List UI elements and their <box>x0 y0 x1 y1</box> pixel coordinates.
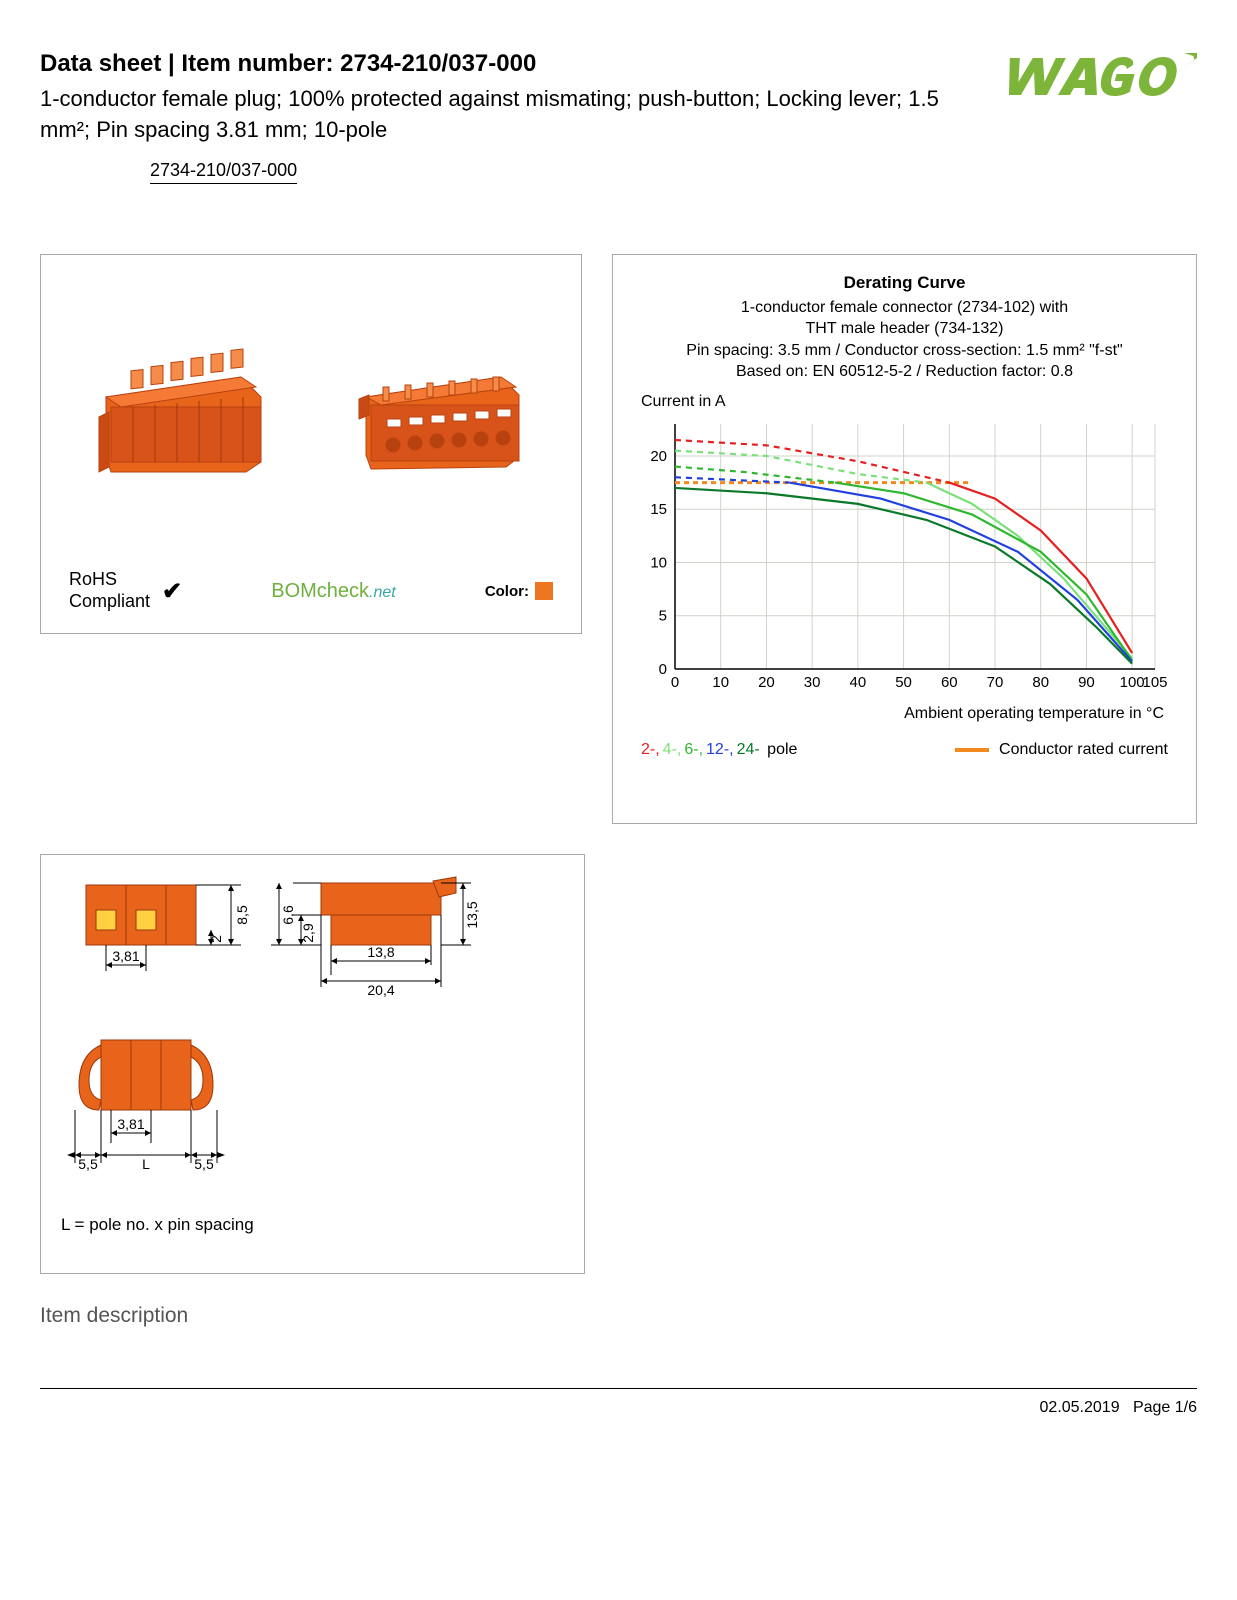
product-description: 1-conductor female plug; 100% protected … <box>40 84 987 146</box>
connector-image-front <box>91 347 281 487</box>
svg-text:6,6: 6,6 <box>280 905 296 925</box>
ds-prefix: Data sheet | Item number: <box>40 50 340 77</box>
svg-text:50: 50 <box>895 674 912 691</box>
chart-sub1: 1-conductor female connector (2734-102) … <box>741 299 1068 316</box>
color-label-text: Color: <box>485 583 529 600</box>
dimensional-drawing-panel: 3,81 8,5 2 6,62,9 13,5 13,8 20,4 3,81 5,5 L 5,5 L … <box>40 854 585 1274</box>
svg-text:L: L <box>142 1156 150 1172</box>
color-swatch <box>535 582 553 600</box>
chart-legend: 2-,4-,6-,12-,24- pole Conductor rated cu… <box>635 741 1174 759</box>
svg-text:2,9: 2,9 <box>300 923 316 943</box>
svg-text:5: 5 <box>659 608 667 625</box>
legend-rated-text: Conductor rated current <box>999 741 1168 759</box>
legend-rated-swatch <box>955 748 989 752</box>
svg-text:60: 60 <box>941 674 958 691</box>
svg-text:70: 70 <box>987 674 1004 691</box>
legend-rated: Conductor rated current <box>955 741 1168 759</box>
chart-sub3: Pin spacing: 3.5 mm / Conductor cross-se… <box>686 342 1122 359</box>
footer-date: 02.05.2019 <box>1040 1399 1120 1416</box>
chart-plot-area: 0 10 20 30 40 50 60 70 80 90 100105 0 5 10 15 20 <box>635 419 1174 699</box>
datasheet-title: Data sheet | Item number: 2734-210/037-0… <box>40 50 987 78</box>
svg-text:0: 0 <box>671 674 679 691</box>
rohs-label: RoHS Compliant <box>69 569 150 612</box>
bomcheck-logo: BOMcheck.net <box>271 580 396 603</box>
svg-text:3,81: 3,81 <box>112 948 139 964</box>
svg-text:3,81: 3,81 <box>117 1116 144 1132</box>
svg-text:10: 10 <box>650 554 667 571</box>
section-item-description: Item description <box>40 1304 1197 1328</box>
bomcheck-suffix: .net <box>369 584 396 601</box>
connector-image-side <box>341 347 531 487</box>
chart-title: Derating Curve <box>635 273 1174 293</box>
svg-text:2: 2 <box>208 934 224 942</box>
legend-pole-0: 2-, <box>641 741 660 758</box>
legend-pole-4: 24- <box>737 741 760 758</box>
product-images <box>61 275 561 560</box>
left-column: RoHS Compliant ✔ BOMcheck.net Color: <box>40 254 582 824</box>
product-footer: RoHS Compliant ✔ BOMcheck.net Color: <box>61 559 561 612</box>
svg-text:80: 80 <box>1032 674 1049 691</box>
page-footer: 02.05.2019 Page 1/6 <box>40 1389 1197 1417</box>
chart-svg: 0 10 20 30 40 50 60 70 80 90 100105 0 5 10 15 20 <box>635 419 1175 699</box>
chart-x-label: Ambient operating temperature in °C <box>635 705 1174 723</box>
svg-text:105: 105 <box>1142 674 1167 691</box>
svg-text:15: 15 <box>650 501 667 518</box>
svg-text:5,5: 5,5 <box>194 1156 214 1172</box>
item-number-link[interactable]: 2734-210/037-000 <box>150 160 297 184</box>
legend-pole-1: 4-, <box>663 741 682 758</box>
rohs-line1: RoHS <box>69 569 117 589</box>
chart-sub2: THT male header (734-132) <box>805 320 1003 337</box>
product-image-panel: RoHS Compliant ✔ BOMcheck.net Color: <box>40 254 582 634</box>
dimension-note: L = pole no. x pin spacing <box>61 1215 564 1235</box>
svg-text:40: 40 <box>850 674 867 691</box>
chart-sub4: Based on: EN 60512-5-2 / Reduction facto… <box>736 363 1073 380</box>
chart-y-label: Current in A <box>641 393 1174 411</box>
legend-poles: 2-,4-,6-,12-,24- pole <box>641 741 800 759</box>
svg-text:100: 100 <box>1120 674 1145 691</box>
rohs-line2: Compliant <box>69 591 150 611</box>
svg-text:5,5: 5,5 <box>78 1156 98 1172</box>
dimensional-drawing: 3,81 8,5 2 6,62,9 13,5 13,8 20,4 3,81 5,5 L 5,5 <box>61 875 566 1205</box>
svg-text:20: 20 <box>758 674 775 691</box>
ds-item-number: 2734-210/037-000 <box>340 50 536 77</box>
svg-text:20,4: 20,4 <box>367 982 394 998</box>
color-indicator: Color: <box>485 582 553 600</box>
page-header: Data sheet | Item number: 2734-210/037-0… <box>40 50 1197 184</box>
svg-text:20: 20 <box>650 448 667 465</box>
chart-subtitle: 1-conductor female connector (2734-102) … <box>635 297 1174 383</box>
svg-text:13,5: 13,5 <box>464 901 480 928</box>
dim-panel-wrapper: 3,81 8,5 2 6,62,9 13,5 13,8 20,4 3,81 5,5 L 5,5 L … <box>40 854 585 1274</box>
wago-logo <box>987 50 1197 105</box>
svg-text:0: 0 <box>659 661 667 678</box>
footer-page: Page 1/6 <box>1133 1399 1197 1416</box>
bomcheck-main: BOMcheck <box>271 580 369 602</box>
header-text-block: Data sheet | Item number: 2734-210/037-0… <box>40 50 987 184</box>
svg-text:90: 90 <box>1078 674 1095 691</box>
legend-pole-2: 6-, <box>684 741 703 758</box>
svg-text:10: 10 <box>712 674 729 691</box>
svg-text:13,8: 13,8 <box>367 944 394 960</box>
check-icon: ✔ <box>162 577 182 606</box>
legend-pole-5: pole <box>763 741 798 758</box>
legend-pole-3: 12-, <box>706 741 734 758</box>
svg-text:8,5: 8,5 <box>234 905 250 925</box>
panels-row: RoHS Compliant ✔ BOMcheck.net Color: Der… <box>40 254 1197 824</box>
derating-chart-panel: Derating Curve 1-conductor female connec… <box>612 254 1197 824</box>
svg-text:30: 30 <box>804 674 821 691</box>
